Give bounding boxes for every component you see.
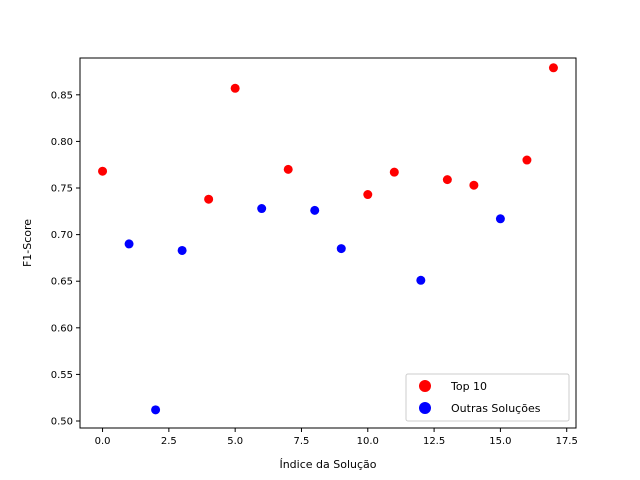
x-tick-label-1: 2.5 <box>161 436 177 447</box>
legend-label-outras: Outras Soluções <box>451 402 541 415</box>
data-point-outras-5 <box>336 244 346 254</box>
data-point-outras-0 <box>124 239 134 249</box>
y-tick-label-4: 0.70 <box>51 230 73 241</box>
y-tick-label-2: 0.60 <box>51 323 73 334</box>
y-tick-label-5: 0.75 <box>51 184 73 195</box>
legend-marker-top10 <box>419 380 431 392</box>
legend-label-top10: Top 10 <box>450 380 487 393</box>
data-point-outras-3 <box>257 204 267 214</box>
data-point-outras-6 <box>416 275 426 285</box>
legend-box <box>405 373 570 422</box>
data-point-top10-9 <box>548 63 558 73</box>
x-tick-label-5: 12.5 <box>423 436 445 447</box>
y-axis-ticks: 0.50 0.55 0.60 0.65 0.70 0.75 0.80 0.85 <box>51 90 80 428</box>
x-axis-ticks: 0.0 2.5 5.0 7.5 10.0 12.5 15.0 17.5 <box>95 428 578 447</box>
x-axis-label: Índice da Solução <box>279 458 376 471</box>
y-tick-label-6: 0.80 <box>51 137 73 148</box>
data-point-outras-4 <box>310 205 320 215</box>
y-tick-label-3: 0.65 <box>51 277 73 288</box>
x-tick-label-6: 15.0 <box>489 436 511 447</box>
data-point-outras-7 <box>495 214 505 224</box>
x-tick-label-3: 7.5 <box>294 436 310 447</box>
points-layer <box>98 63 558 415</box>
y-axis-label: F1-Score <box>21 219 34 267</box>
plot-frame <box>79 57 577 429</box>
legend-marker-outras <box>419 402 431 414</box>
data-point-top10-3 <box>283 164 293 174</box>
data-point-top10-0 <box>98 166 108 176</box>
data-point-top10-5 <box>389 167 399 177</box>
y-tick-label-7: 0.85 <box>51 90 73 101</box>
y-tick-label-1: 0.55 <box>51 370 73 381</box>
legend: Top 10 Outras Soluções <box>405 373 570 422</box>
data-point-top10-2 <box>230 83 240 93</box>
data-point-top10-7 <box>469 180 479 190</box>
data-point-top10-6 <box>442 175 452 185</box>
data-point-outras-2 <box>177 245 187 255</box>
data-point-top10-8 <box>522 155 532 165</box>
x-tick-label-4: 10.0 <box>357 436 379 447</box>
x-tick-label-7: 17.5 <box>556 436 578 447</box>
data-point-top10-4 <box>363 190 373 200</box>
data-point-top10-1 <box>204 194 214 204</box>
x-tick-label-0: 0.0 <box>95 436 111 447</box>
x-tick-label-2: 5.0 <box>227 436 243 447</box>
y-tick-label-0: 0.50 <box>51 417 73 428</box>
data-point-outras-1 <box>151 405 161 415</box>
